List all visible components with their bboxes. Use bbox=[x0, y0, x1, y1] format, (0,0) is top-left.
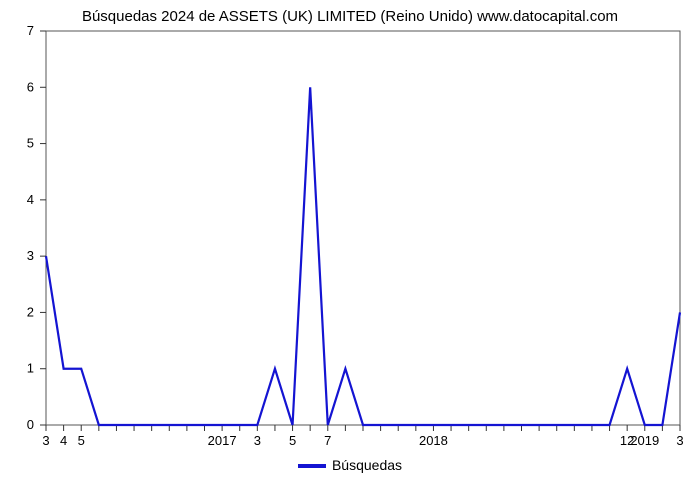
chart-title: Búsquedas 2024 de ASSETS (UK) LIMITED (R… bbox=[0, 0, 700, 25]
svg-text:3: 3 bbox=[676, 433, 683, 448]
svg-text:7: 7 bbox=[324, 433, 331, 448]
svg-text:7: 7 bbox=[27, 25, 34, 38]
svg-text:3: 3 bbox=[254, 433, 261, 448]
svg-text:0: 0 bbox=[27, 417, 34, 432]
svg-text:4: 4 bbox=[27, 192, 34, 207]
svg-text:5: 5 bbox=[289, 433, 296, 448]
svg-text:2018: 2018 bbox=[419, 433, 448, 448]
chart-container: Búsquedas 2024 de ASSETS (UK) LIMITED (R… bbox=[0, 0, 700, 500]
legend-label: Búsquedas bbox=[332, 457, 402, 473]
legend-swatch bbox=[298, 464, 326, 468]
legend: Búsquedas bbox=[0, 455, 700, 473]
svg-text:2: 2 bbox=[27, 304, 34, 319]
svg-text:2017: 2017 bbox=[208, 433, 237, 448]
svg-text:3: 3 bbox=[42, 433, 49, 448]
line-chart: 01234567345201735720181220193 bbox=[0, 25, 700, 455]
svg-text:2019: 2019 bbox=[630, 433, 659, 448]
svg-text:6: 6 bbox=[27, 79, 34, 94]
svg-text:5: 5 bbox=[78, 433, 85, 448]
svg-text:1: 1 bbox=[27, 361, 34, 376]
svg-text:5: 5 bbox=[27, 136, 34, 151]
svg-text:4: 4 bbox=[60, 433, 67, 448]
svg-text:3: 3 bbox=[27, 248, 34, 263]
